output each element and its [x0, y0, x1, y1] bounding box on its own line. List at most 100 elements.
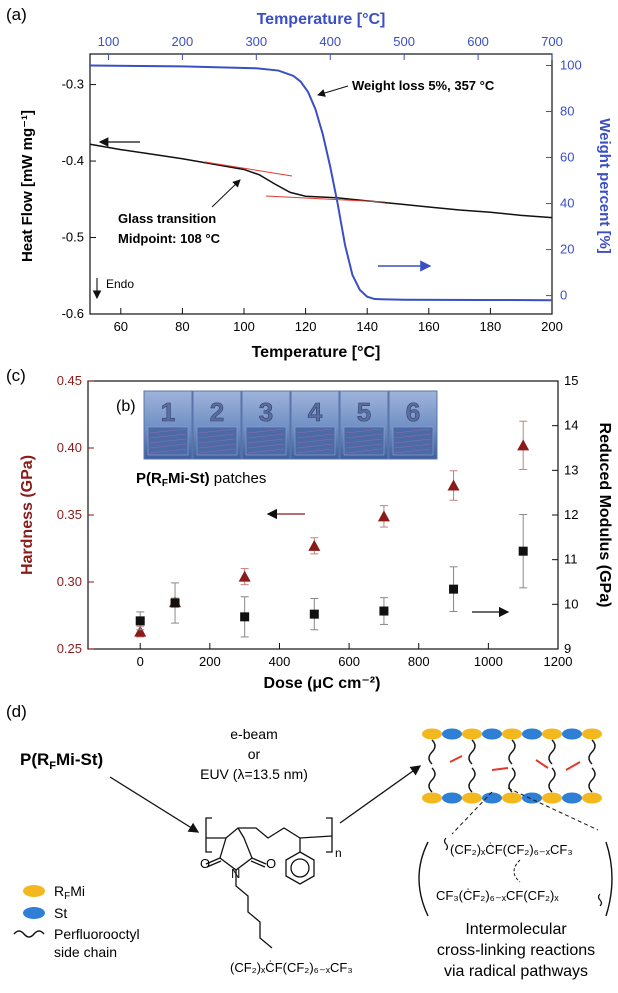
patch-number: 5: [357, 397, 371, 427]
legend-chain-label2: side chain: [54, 944, 117, 960]
reaction-arrow-out: [339, 765, 422, 824]
x-tick-label: 800: [408, 654, 430, 669]
panel-b-inset: (b) 1 2 3 4 5 6 P(RFMi-St) patches: [116, 390, 438, 489]
y-tick-label: 0.30: [57, 574, 82, 589]
x-tick-label: 80: [175, 319, 189, 334]
patch-texture: [247, 433, 285, 439]
y2-tick-label: 40: [560, 196, 574, 211]
hardness-point: [377, 510, 390, 522]
condition-or: or: [248, 746, 261, 762]
panel-a-right-axis: 0 20 40 60 80 100: [546, 58, 582, 303]
st-unit: [522, 728, 542, 740]
legend-chain-swatch: [13, 930, 45, 938]
patch-texture: [247, 443, 285, 449]
patch-texture: [394, 428, 432, 434]
rfmi-unit: [422, 792, 442, 804]
atom-N: N: [231, 866, 240, 881]
x2-tick-label: 700: [541, 34, 563, 49]
st-unit: [482, 728, 502, 740]
zoom-line-right: [507, 787, 599, 831]
x-tick-label: 180: [480, 319, 502, 334]
panel-c-label: (c): [6, 366, 26, 385]
x-tick-label: 1200: [544, 654, 573, 669]
patch-texture: [149, 443, 187, 449]
rfmi-unit: [462, 728, 482, 740]
patch-texture: [198, 448, 236, 454]
rfmi-unit: [542, 792, 562, 804]
zoom-line-left: [451, 791, 493, 835]
patch-number: 2: [210, 397, 224, 427]
modulus-point: [449, 584, 459, 594]
panel-c-left-axis: 0.25 0.30 0.35 0.40 0.45: [57, 373, 94, 656]
patch-texture: [345, 443, 383, 449]
patch-texture: [296, 433, 334, 439]
crosslink: [491, 767, 509, 771]
x-tick-label: 100: [233, 319, 255, 334]
wavy-bond-1: [443, 837, 449, 851]
tangent-line-lower: [265, 195, 386, 203]
repeat-n: n: [335, 846, 342, 860]
side-chain: [468, 767, 476, 793]
panel-c-bottom-axis: 0 200 400 600 800 1000 1200: [137, 643, 573, 669]
patch-texture: [198, 433, 236, 439]
panel-c-left-ylabel: Hardness (GPa): [19, 455, 36, 575]
hardness-point: [447, 479, 460, 491]
x-tick-label: 0: [137, 654, 144, 669]
y2-tick-label: 20: [560, 242, 574, 257]
patch-texture: [296, 438, 334, 444]
weight-loss-arrow: [317, 85, 349, 97]
rfmi-unit: [502, 792, 522, 804]
crosslinked-network: [422, 728, 602, 804]
y2-tick-label: 11: [564, 552, 578, 567]
panel-a-chart: 60 80 100 120 140 160 180 200 100 200 300 400 500 60…: [19, 11, 613, 361]
weight-percent-line: [89, 64, 553, 302]
polymer-name: P(RFMi-St): [20, 750, 103, 772]
panel-a-left-ylabel: Heat Flow [mW mg⁻¹]: [19, 110, 36, 262]
panel-c-chart: 0 200 400 600 800 1000 1200 0.250.300.350.400.…: [19, 373, 613, 692]
panel-c-series: [134, 420, 530, 638]
paren-right: [605, 841, 613, 917]
glass-transition-arrow: [211, 179, 241, 208]
x-tick-label: 200: [541, 319, 563, 334]
legend-chain-label1: Perfluorooctyl: [54, 926, 140, 942]
radical-arrow: [513, 859, 521, 883]
atom-O-right: O: [266, 856, 276, 871]
side-chain: [588, 739, 596, 765]
crosslink: [535, 759, 549, 769]
y2-tick-label: 9: [564, 641, 571, 656]
hardness-point: [238, 570, 251, 582]
patch-texture: [247, 428, 285, 434]
hardness-point: [134, 625, 147, 637]
rfmi-unit: [582, 792, 602, 804]
endo-label: Endo: [106, 277, 134, 291]
monomer-structure: [205, 817, 333, 949]
patches-caption: P(RFMi-St) patches: [136, 470, 266, 489]
caption-line-1: Intermolecular: [465, 921, 567, 938]
x2-tick-label: 600: [467, 34, 489, 49]
modulus-point: [170, 598, 180, 608]
condition-ebeam: e-beam: [230, 726, 277, 742]
st-unit: [562, 728, 582, 740]
patch-number: 4: [308, 397, 323, 427]
y-tick-label: -0.3: [62, 77, 84, 92]
side-chain: [588, 767, 596, 793]
patch-texture: [296, 443, 334, 449]
y-tick-label: 0.45: [57, 373, 82, 388]
y-tick-label: -0.5: [62, 230, 84, 245]
patch-texture: [345, 433, 383, 439]
x-tick-label: 1000: [474, 654, 503, 669]
y2-tick-label: 15: [564, 373, 578, 388]
panel-c-xlabel: Dose (μC cm⁻²): [264, 675, 381, 692]
x-tick-label: 200: [199, 654, 221, 669]
hardness-point: [517, 439, 530, 451]
y2-tick-label: 13: [564, 462, 578, 477]
panel-a-label: (a): [6, 5, 27, 24]
tangent-line-upper: [204, 161, 293, 177]
x-tick-label: 160: [418, 319, 440, 334]
st-unit: [482, 792, 502, 804]
patch-texture: [296, 448, 334, 454]
patch-number: 3: [259, 397, 273, 427]
patch-texture: [394, 433, 432, 439]
panel-a-frame: [89, 53, 553, 315]
